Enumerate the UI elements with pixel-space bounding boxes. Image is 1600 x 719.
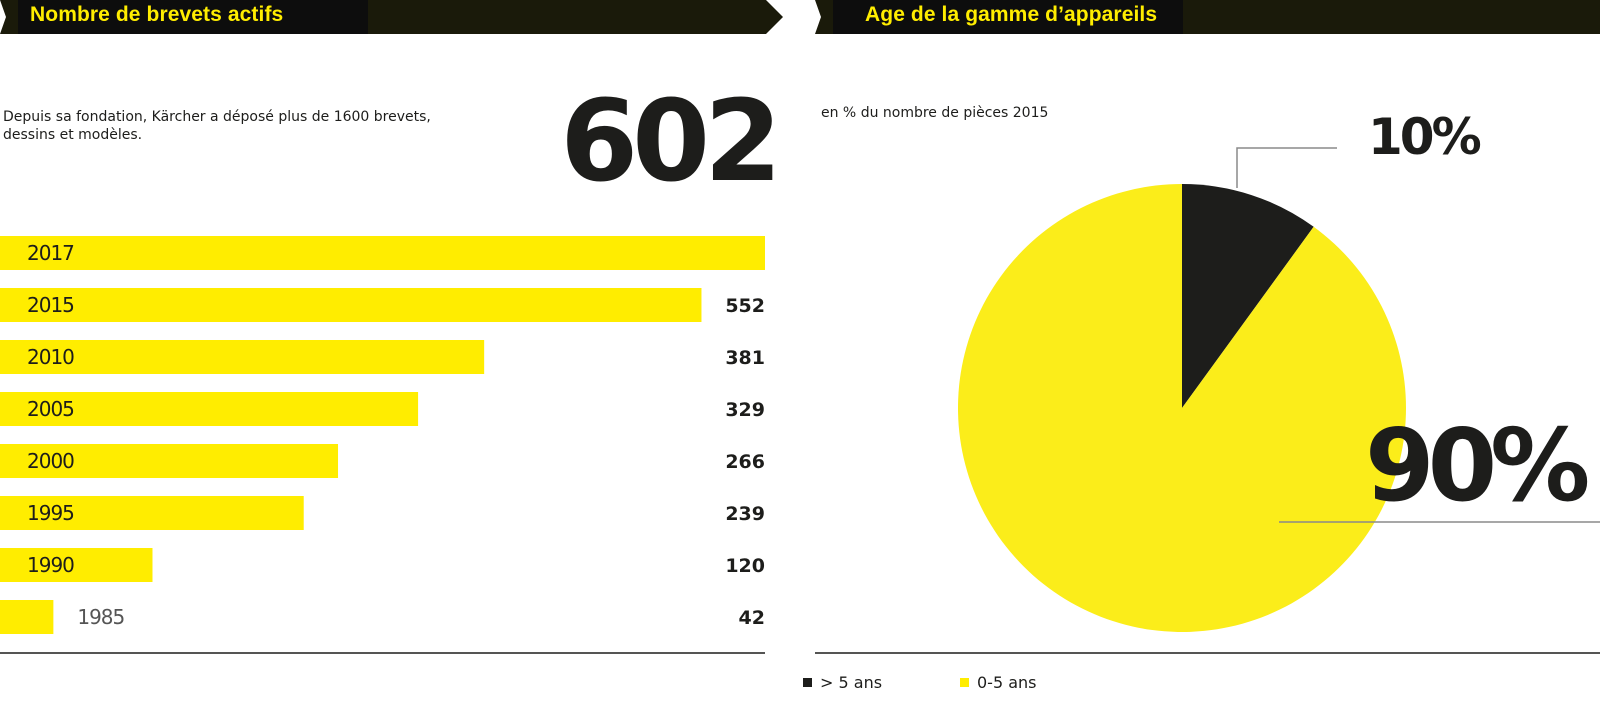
bar-2005: [0, 392, 419, 426]
patents-panel: Nombre de brevets actifs Depuis sa fonda…: [0, 0, 790, 719]
bar-category-label-1995: 1995: [27, 501, 74, 525]
patents-title: Nombre de brevets actifs: [30, 3, 284, 26]
pie-value-label-over-5: 10%: [1368, 108, 1481, 166]
device-age-header-banner: [815, 0, 1600, 34]
pie-slice-0-5: [957, 184, 1406, 633]
bar-2015: [0, 288, 702, 322]
bar-category-label-2010: 2010: [27, 345, 74, 369]
bar-category-label-2005: 2005: [27, 397, 74, 421]
device-age-pie-chart: 10% 90%: [815, 108, 1600, 654]
patents-highlight-value: 602: [560, 77, 782, 207]
bar-value-label-1985: 42: [739, 607, 765, 629]
bar-value-label-2005: 329: [725, 399, 765, 421]
bar-value-label-2015: 552: [725, 295, 765, 317]
pie-leader-over-5: [1236, 147, 1337, 188]
bar-category-label-2015: 2015: [27, 293, 74, 317]
patents-description: Depuis sa fondation, Kärcher a déposé pl…: [3, 109, 431, 143]
patents-header-banner: [0, 0, 783, 34]
legend-item-over-5: > 5 ans: [803, 673, 882, 692]
bar-category-label-1985: 1985: [77, 605, 124, 629]
legend-label-over-5: > 5 ans: [820, 673, 883, 692]
legend-item-0-5: 0-5 ans: [960, 673, 1037, 692]
bar-2000: [0, 444, 339, 478]
legend-label-0-5: 0-5 ans: [977, 673, 1037, 692]
device-age-panel: Age de la gamme d’appareils en % du nomb…: [803, 0, 1600, 719]
bar-1995: [0, 496, 304, 530]
patents-bar-chart: 2017 2015 552 2010 381 2005 329 2000 266 1995 239 1…: [0, 236, 765, 654]
bar-value-label-2010: 381: [725, 347, 765, 369]
bar-2010: [0, 340, 485, 374]
device-age-subtitle: en % du nombre de pièces 2015: [821, 105, 1049, 121]
pie-slice-over-5: [1182, 184, 1314, 408]
bar-value-label-1995: 239: [725, 503, 765, 525]
bar-category-label-2017: 2017: [27, 241, 74, 265]
bar-category-label-2000: 2000: [27, 449, 74, 473]
bar-1985: [0, 600, 54, 634]
bar-1990: [0, 548, 153, 582]
bar-value-label-2000: 266: [725, 451, 765, 473]
device-age-title: Age de la gamme d’appareils: [865, 3, 1158, 26]
pie-value-label-0-5: 90%: [1365, 407, 1588, 524]
bar-category-label-1990: 1990: [27, 553, 74, 577]
pie-legend: > 5 ans 0-5 ans: [803, 673, 1215, 697]
bar-2017: [0, 236, 765, 270]
bar-value-label-1990: 120: [725, 555, 765, 577]
legend-swatch-over-5: [803, 678, 812, 687]
legend-swatch-0-5: [960, 678, 969, 687]
